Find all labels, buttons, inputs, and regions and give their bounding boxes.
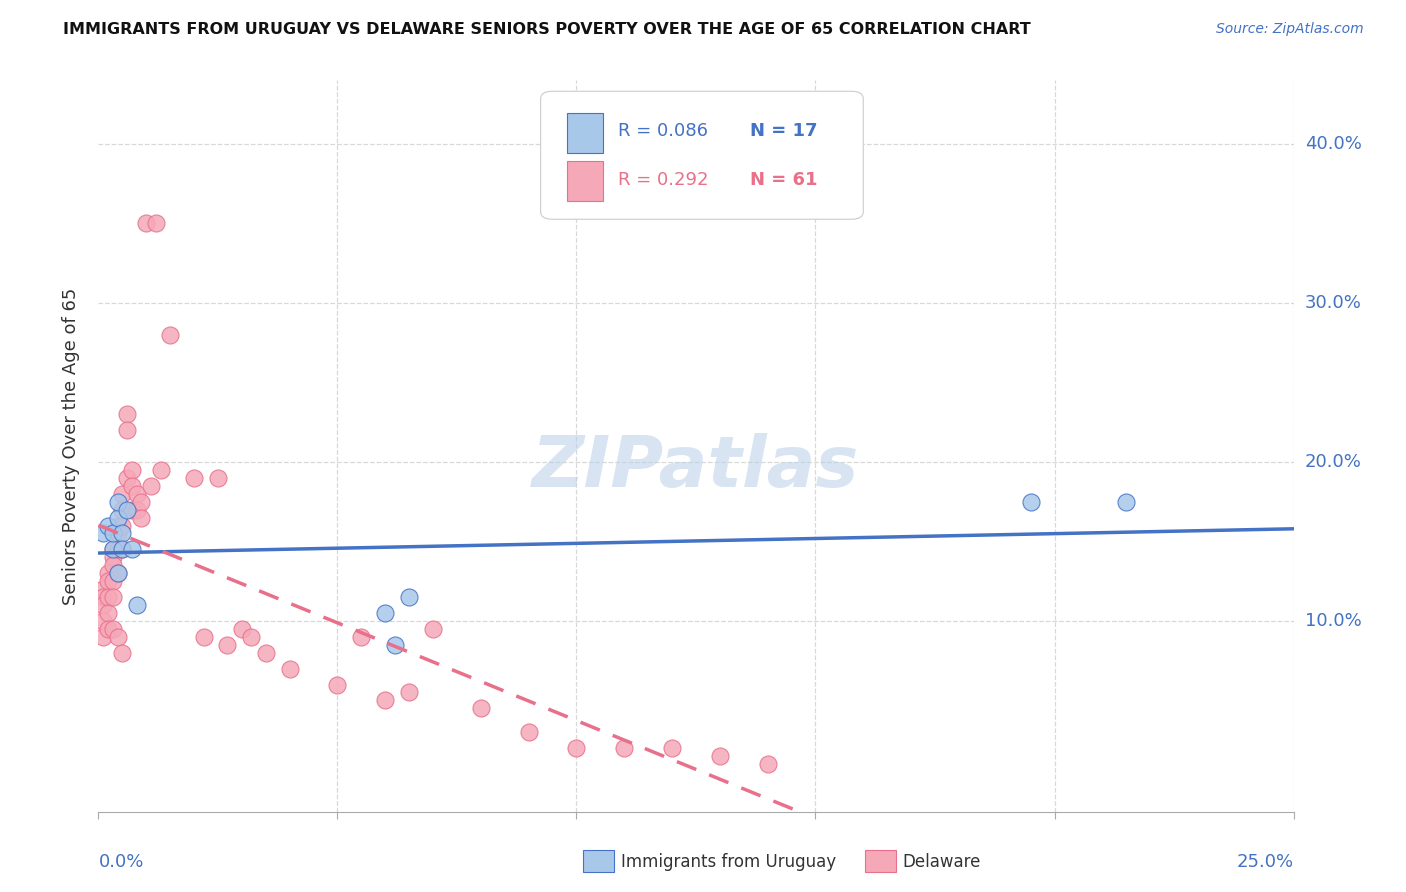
Text: Delaware: Delaware: [903, 853, 981, 871]
Point: [470, 701, 492, 715]
Text: 25.0%: 25.0%: [1236, 854, 1294, 871]
Point: [107, 566, 129, 581]
Point: [97, 574, 120, 589]
Point: [1019, 494, 1042, 508]
Point: [91, 590, 114, 604]
Bar: [567, 113, 603, 153]
Point: [193, 630, 215, 644]
Point: [107, 542, 129, 557]
Point: [101, 542, 124, 557]
Point: [565, 741, 588, 756]
Point: [374, 693, 396, 707]
Point: [135, 216, 157, 230]
Point: [384, 638, 406, 652]
Text: 30.0%: 30.0%: [1305, 293, 1361, 312]
Point: [97, 566, 120, 581]
Point: [756, 757, 779, 772]
Point: [149, 463, 172, 477]
Point: [159, 327, 181, 342]
Point: [374, 606, 396, 620]
Point: [115, 471, 138, 485]
Point: [101, 574, 124, 589]
Point: [217, 638, 239, 652]
Point: [207, 471, 229, 485]
Point: [115, 502, 138, 516]
Point: [613, 741, 636, 756]
Text: 40.0%: 40.0%: [1305, 135, 1361, 153]
Point: [111, 542, 134, 557]
Point: [107, 510, 129, 524]
Point: [111, 486, 134, 500]
Text: 10.0%: 10.0%: [1305, 612, 1361, 630]
Point: [145, 216, 167, 230]
Point: [111, 526, 134, 541]
Point: [97, 518, 120, 533]
Text: N = 17: N = 17: [749, 122, 817, 140]
Point: [131, 494, 153, 508]
Point: [107, 518, 129, 533]
Point: [231, 622, 253, 636]
Point: [101, 526, 124, 541]
Text: IMMIGRANTS FROM URUGUAY VS DELAWARE SENIORS POVERTY OVER THE AGE OF 65 CORRELATI: IMMIGRANTS FROM URUGUAY VS DELAWARE SENI…: [63, 22, 1031, 37]
Point: [254, 646, 277, 660]
Point: [107, 630, 129, 644]
Point: [101, 622, 124, 636]
Point: [139, 479, 162, 493]
Text: Source: ZipAtlas.com: Source: ZipAtlas.com: [1216, 22, 1364, 37]
Point: [91, 582, 114, 596]
Text: R = 0.292: R = 0.292: [619, 171, 709, 189]
Point: [91, 630, 114, 644]
Point: [350, 630, 373, 644]
Point: [111, 502, 134, 516]
Text: Immigrants from Uruguay: Immigrants from Uruguay: [621, 853, 837, 871]
Point: [125, 502, 148, 516]
Text: 0.0%: 0.0%: [98, 854, 143, 871]
Point: [115, 423, 138, 437]
Point: [111, 542, 134, 557]
Point: [101, 542, 124, 557]
Point: [111, 646, 134, 660]
Point: [107, 566, 129, 581]
Point: [91, 614, 114, 628]
Bar: [567, 161, 603, 201]
Y-axis label: Seniors Poverty Over the Age of 65: Seniors Poverty Over the Age of 65: [62, 287, 80, 605]
Point: [398, 685, 420, 699]
Point: [91, 598, 114, 612]
Point: [326, 677, 349, 691]
Point: [101, 550, 124, 565]
Point: [1115, 494, 1137, 508]
Point: [111, 518, 134, 533]
Point: [398, 590, 420, 604]
Point: [97, 622, 120, 636]
Point: [91, 526, 114, 541]
Point: [131, 510, 153, 524]
Text: N = 61: N = 61: [749, 171, 817, 189]
Point: [121, 463, 143, 477]
Text: 20.0%: 20.0%: [1305, 453, 1361, 471]
Point: [107, 526, 129, 541]
Point: [115, 407, 138, 421]
Point: [101, 590, 124, 604]
Point: [97, 590, 120, 604]
Point: [121, 479, 143, 493]
Point: [278, 662, 301, 676]
Point: [125, 598, 148, 612]
Point: [121, 542, 143, 557]
Point: [107, 494, 129, 508]
Text: ZIPatlas: ZIPatlas: [533, 434, 859, 502]
Point: [183, 471, 205, 485]
Point: [422, 622, 444, 636]
Point: [517, 725, 540, 739]
Point: [121, 502, 143, 516]
Point: [240, 630, 263, 644]
Point: [125, 486, 148, 500]
Point: [101, 558, 124, 573]
Point: [709, 749, 731, 764]
Text: R = 0.086: R = 0.086: [619, 122, 709, 140]
Point: [97, 606, 120, 620]
FancyBboxPatch shape: [541, 91, 863, 219]
Point: [661, 741, 683, 756]
